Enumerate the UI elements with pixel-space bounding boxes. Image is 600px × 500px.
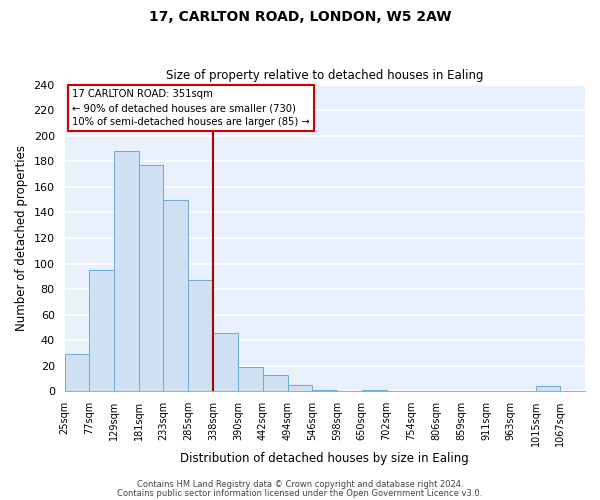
- Bar: [313, 390, 337, 392]
- Bar: [163, 200, 188, 392]
- Bar: [263, 374, 287, 392]
- Bar: [214, 332, 238, 392]
- Bar: [114, 151, 139, 392]
- Text: 17 CARLTON ROAD: 351sqm
← 90% of detached houses are smaller (730)
10% of semi-d: 17 CARLTON ROAD: 351sqm ← 90% of detache…: [73, 89, 310, 127]
- Bar: [139, 165, 163, 392]
- Text: 17, CARLTON ROAD, LONDON, W5 2AW: 17, CARLTON ROAD, LONDON, W5 2AW: [149, 10, 451, 24]
- X-axis label: Distribution of detached houses by size in Ealing: Distribution of detached houses by size …: [181, 452, 469, 465]
- Y-axis label: Number of detached properties: Number of detached properties: [15, 145, 28, 331]
- Text: Contains HM Land Registry data © Crown copyright and database right 2024.: Contains HM Land Registry data © Crown c…: [137, 480, 463, 489]
- Bar: [362, 390, 386, 392]
- Bar: [65, 354, 89, 392]
- Title: Size of property relative to detached houses in Ealing: Size of property relative to detached ho…: [166, 69, 484, 82]
- Bar: [188, 280, 213, 392]
- Bar: [536, 386, 560, 392]
- Bar: [89, 270, 114, 392]
- Text: Contains public sector information licensed under the Open Government Licence v3: Contains public sector information licen…: [118, 489, 482, 498]
- Bar: [287, 385, 313, 392]
- Bar: [238, 367, 263, 392]
